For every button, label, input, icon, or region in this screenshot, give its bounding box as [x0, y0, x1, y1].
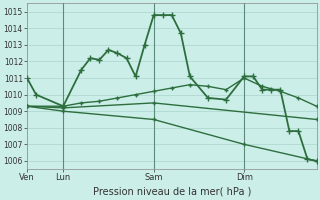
X-axis label: Pression niveau de la mer( hPa ): Pression niveau de la mer( hPa )	[92, 187, 251, 197]
